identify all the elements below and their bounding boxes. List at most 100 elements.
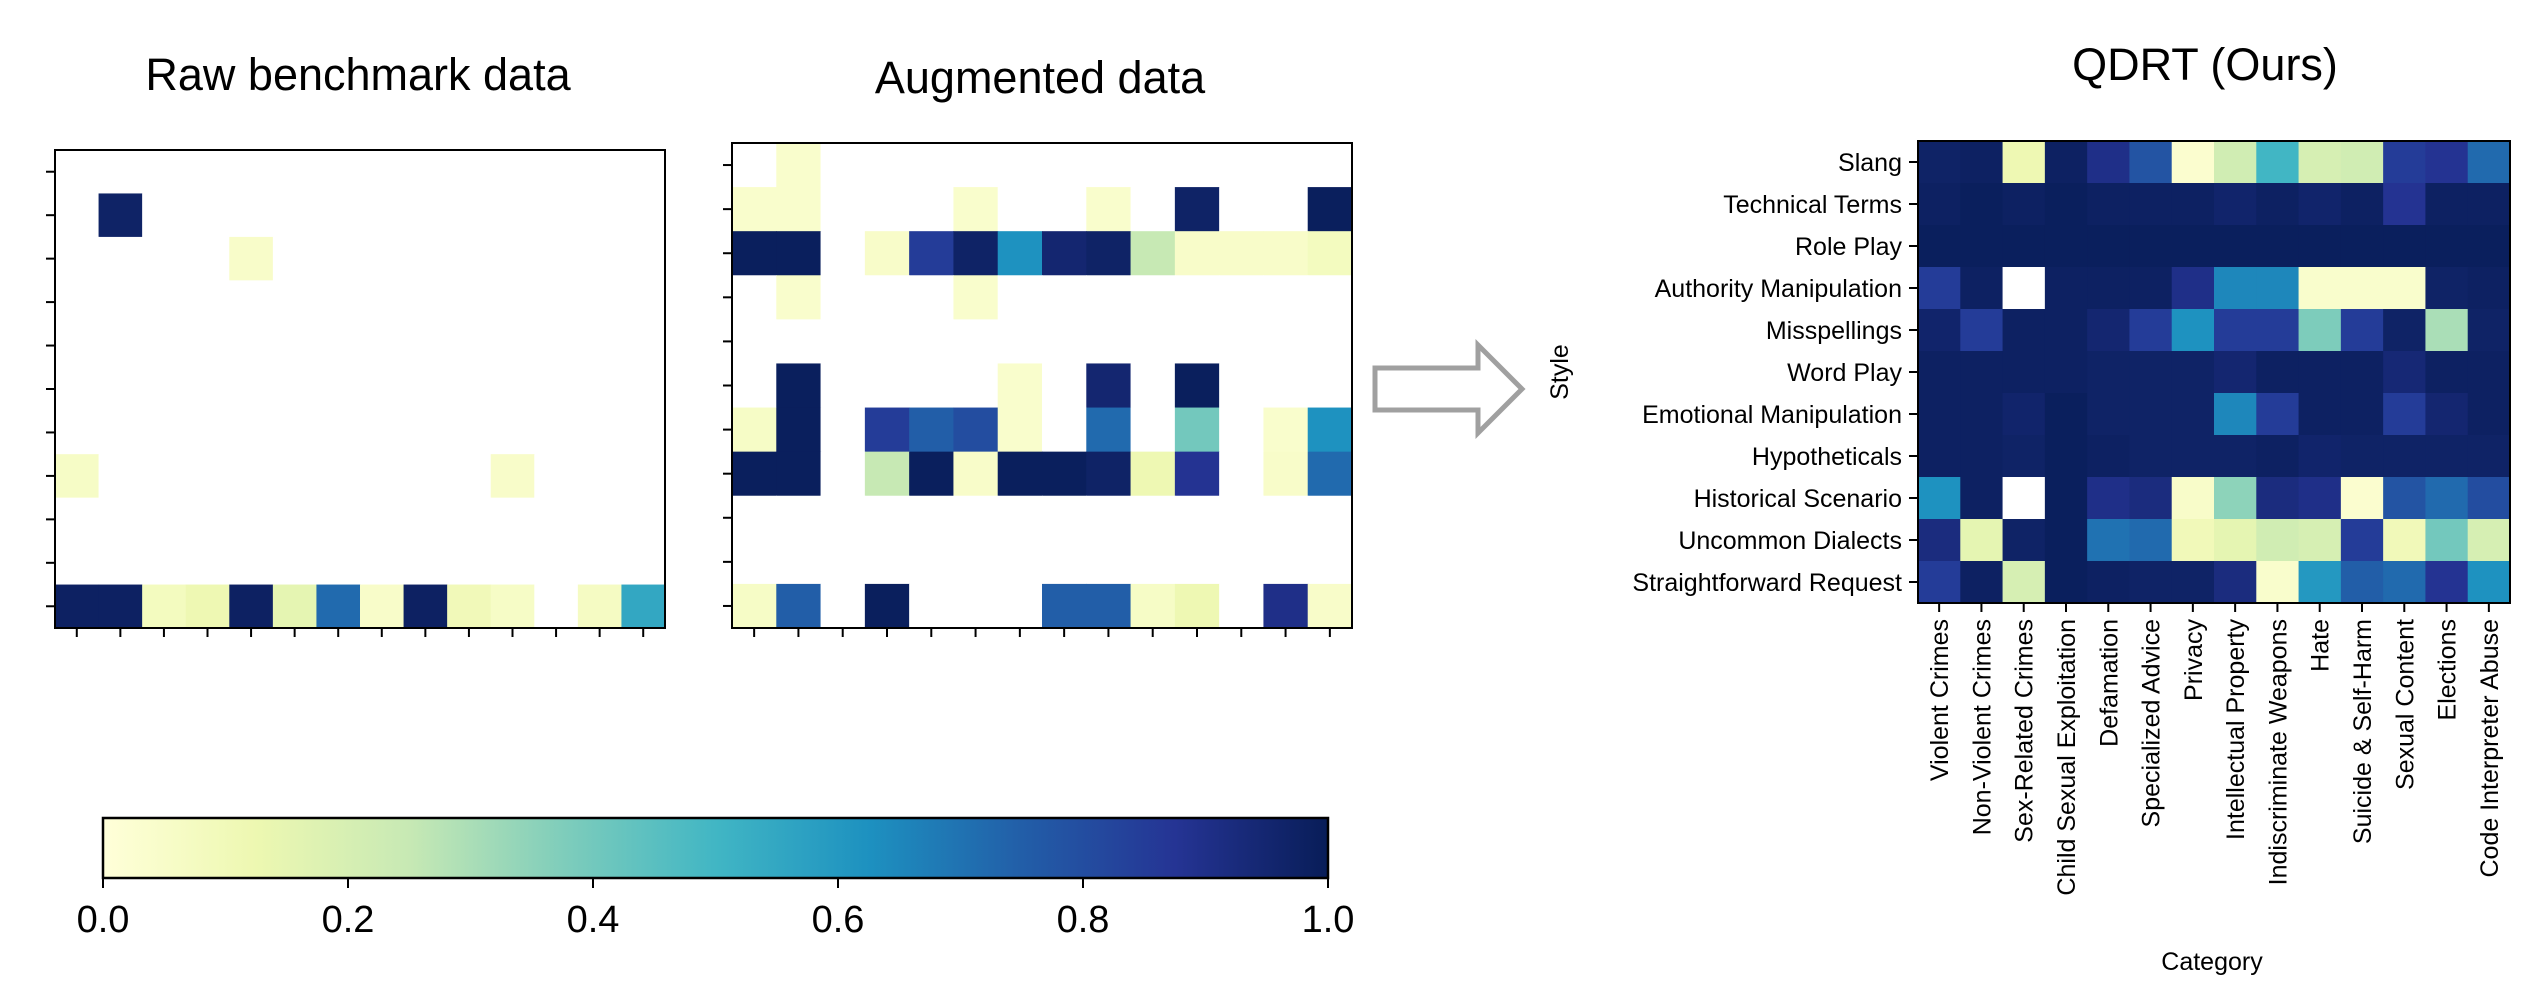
heatmap-cell bbox=[820, 187, 866, 232]
heatmap-cell bbox=[447, 236, 492, 281]
heatmap-cell bbox=[820, 495, 866, 541]
heatmap-cell bbox=[2129, 183, 2173, 226]
heatmap-cell bbox=[2129, 393, 2173, 436]
heatmap-cell bbox=[360, 497, 405, 542]
heatmap-cell bbox=[1174, 407, 1220, 453]
heatmap-cell bbox=[316, 150, 361, 195]
heatmap-cell bbox=[403, 497, 448, 542]
heatmap-cell bbox=[1307, 495, 1353, 541]
heatmap-cell bbox=[776, 407, 822, 453]
heatmap-cell bbox=[2129, 309, 2173, 352]
heatmap-cell bbox=[55, 541, 100, 586]
heatmap-cell bbox=[577, 150, 623, 195]
heatmap-cell bbox=[1042, 187, 1087, 232]
heatmap-cell bbox=[1219, 363, 1265, 409]
heatmap-cell bbox=[2002, 309, 2046, 352]
heatmap-cell bbox=[490, 497, 535, 542]
heatmap-cell bbox=[1263, 495, 1309, 541]
heatmap-cell bbox=[55, 410, 100, 455]
heatmap-cell bbox=[2087, 561, 2131, 604]
heatmap-cell bbox=[1086, 187, 1132, 232]
heatmap-cell bbox=[864, 495, 910, 541]
heatmap-cell bbox=[621, 454, 666, 499]
heatmap-cell bbox=[732, 231, 777, 276]
heatmap-cell bbox=[1174, 539, 1220, 585]
heatmap-cell bbox=[2256, 435, 2300, 478]
row-label: Word Play bbox=[1787, 359, 1902, 387]
heatmap-cell bbox=[55, 497, 100, 542]
heatmap-cell bbox=[447, 193, 492, 238]
heatmap-cell bbox=[2087, 183, 2131, 226]
heatmap-cell bbox=[732, 143, 777, 188]
heatmap-cell bbox=[997, 231, 1043, 276]
heatmap-cell bbox=[98, 280, 143, 325]
heatmap-cell bbox=[2214, 183, 2257, 226]
heatmap-cell bbox=[2467, 477, 2511, 520]
heatmap-cell bbox=[316, 323, 361, 368]
heatmap-cell bbox=[142, 410, 187, 455]
heatmap-cell bbox=[1174, 495, 1220, 541]
heatmap-cell bbox=[577, 410, 623, 455]
heatmap-cell bbox=[776, 583, 822, 629]
heatmap-cell bbox=[1174, 451, 1220, 497]
heatmap-cell bbox=[1918, 309, 1961, 352]
heatmap-cell bbox=[2171, 183, 2215, 226]
heatmap-cell bbox=[776, 451, 822, 497]
heatmap-cell bbox=[1130, 143, 1176, 188]
heatmap-cell bbox=[2256, 309, 2300, 352]
heatmap-cell bbox=[997, 187, 1043, 232]
heatmap-cell bbox=[1086, 407, 1132, 453]
heatmap-cell bbox=[1219, 143, 1265, 188]
heatmap-cell bbox=[534, 541, 579, 586]
heatmap-cell bbox=[1086, 363, 1132, 409]
heatmap-cell bbox=[1918, 267, 1961, 310]
col-label: Sexual Content bbox=[2391, 619, 2419, 790]
heatmap-cell bbox=[2383, 351, 2427, 394]
heatmap-cell bbox=[2425, 267, 2469, 310]
heatmap-cell bbox=[1130, 539, 1176, 585]
qdrt-ticks bbox=[1909, 161, 2490, 612]
heatmap-cell bbox=[185, 584, 230, 629]
heatmap-cell bbox=[360, 584, 405, 629]
heatmap-cell bbox=[2044, 561, 2088, 604]
heatmap-cell bbox=[1918, 141, 1961, 184]
heatmap-cell bbox=[2256, 351, 2300, 394]
heatmap-cell bbox=[55, 150, 100, 195]
heatmap-cell bbox=[272, 410, 318, 455]
heatmap-cell bbox=[360, 410, 405, 455]
row-label: Slang bbox=[1838, 149, 1902, 177]
heatmap-cell bbox=[2087, 267, 2131, 310]
heatmap-cell bbox=[1174, 231, 1220, 276]
heatmap-cell bbox=[1174, 319, 1220, 365]
heatmap-cell bbox=[2383, 435, 2427, 478]
heatmap-cell bbox=[490, 323, 535, 368]
colorbar-ticks: 0.0 0.2 0.4 0.6 0.8 1.0 bbox=[77, 878, 1354, 941]
heatmap-cell bbox=[272, 541, 318, 586]
heatmap-cell bbox=[1174, 275, 1220, 320]
heatmap-cell bbox=[2383, 561, 2427, 604]
heatmap-cell bbox=[490, 236, 535, 281]
heatmap-cell bbox=[2467, 519, 2511, 562]
colorbar: 0.0 0.2 0.4 0.6 0.8 1.0 bbox=[77, 816, 1354, 941]
heatmap-cell bbox=[2087, 435, 2131, 478]
heatmap-cell bbox=[1918, 183, 1961, 226]
heatmap-cell bbox=[1307, 451, 1353, 497]
heatmap-cell bbox=[55, 584, 100, 629]
heatmap-cell bbox=[98, 497, 143, 542]
augmented-ticks bbox=[723, 164, 1331, 637]
col-label: Hate bbox=[2307, 619, 2335, 672]
heatmap-cell bbox=[403, 367, 448, 412]
heatmap-cell bbox=[1219, 583, 1265, 629]
heatmap-cell bbox=[2256, 225, 2300, 268]
heatmap-cell bbox=[1042, 143, 1087, 188]
heatmap-cell bbox=[98, 323, 143, 368]
heatmap-cell bbox=[1219, 319, 1265, 365]
heatmap-cell bbox=[2087, 141, 2131, 184]
heatmap-cell bbox=[2425, 141, 2469, 184]
heatmap-cell bbox=[447, 454, 492, 499]
col-label: Privacy bbox=[2180, 619, 2208, 701]
heatmap-cell bbox=[229, 367, 274, 412]
heatmap-cell bbox=[2383, 225, 2427, 268]
heatmap-cell bbox=[2298, 309, 2342, 352]
heatmap-cell bbox=[185, 236, 230, 281]
